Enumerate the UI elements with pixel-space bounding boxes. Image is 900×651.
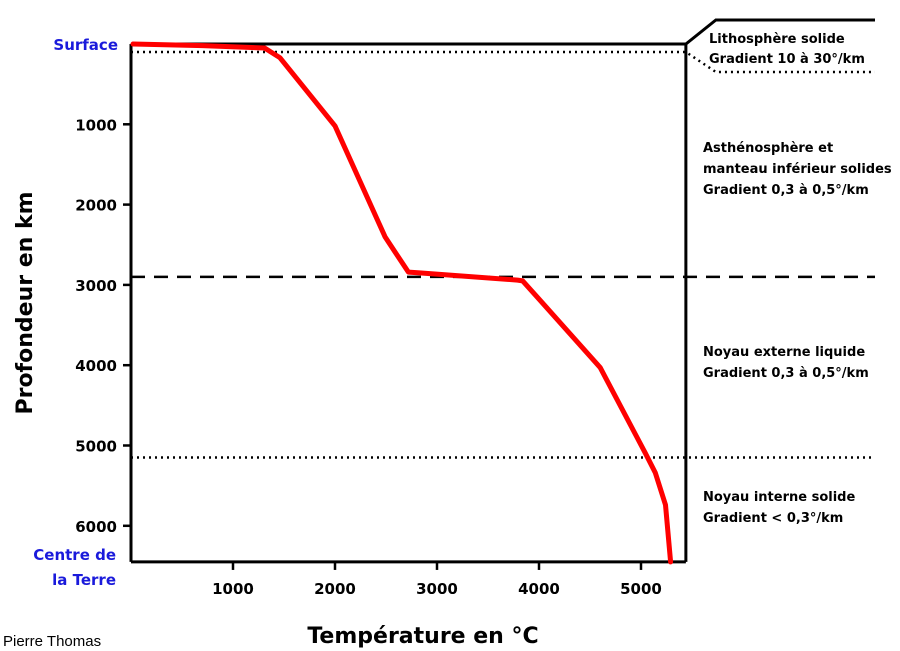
- svg-text:Noyau externe liquide: Noyau externe liquide: [703, 345, 865, 360]
- geotherm-line: [130, 41, 674, 565]
- top-border: [131, 18, 875, 46]
- credit: Pierre Thomas: [3, 633, 101, 650]
- annotation-lithosphere: Lithosphère solide Gradient 10 à 30°/km: [709, 32, 865, 67]
- svg-text:Gradient < 0,3°/km: Gradient < 0,3°/km: [703, 511, 843, 526]
- y-tick-label-5000: 5000: [75, 438, 117, 456]
- chart-frame: [129, 18, 875, 564]
- annotation-outer-core: Noyau externe liquide Gradient 0,3 à 0,5…: [703, 345, 869, 381]
- x-axis-title: Température en °C: [307, 624, 538, 649]
- boundary-line-lithosphere: [131, 50, 875, 74]
- svg-text:Asthénosphère et: Asthénosphère et: [703, 141, 833, 156]
- x-tick-label-2000: 2000: [314, 580, 356, 598]
- svg-text:Gradient 10 à 30°/km: Gradient 10 à 30°/km: [709, 52, 865, 67]
- y-tick-label-4000: 4000: [75, 357, 117, 375]
- y-axis-title: Profondeur en km: [13, 191, 38, 414]
- annotation-inner-core: Noyau interne solide Gradient < 0,3°/km: [703, 490, 855, 526]
- annotation-mantle: Asthénosphère et manteau inférieur solid…: [703, 141, 892, 198]
- svg-text:Gradient 0,3 à 0,5°/km: Gradient 0,3 à 0,5°/km: [703, 183, 869, 198]
- y-bottom-label-2: la Terre: [52, 571, 116, 589]
- y-bottom-label-1: Centre de: [33, 546, 116, 564]
- ticks: 1000 2000 3000 4000 5000 1000 2000 3000 4000 5000…: [75, 116, 662, 598]
- svg-text:Lithosphère solide: Lithosphère solide: [709, 32, 845, 47]
- y-tick-label-2000: 2000: [75, 197, 117, 215]
- x-tick-label-1000: 1000: [212, 580, 254, 598]
- y-tick-label-6000: 6000: [75, 518, 117, 536]
- x-tick-label-4000: 4000: [518, 580, 560, 598]
- y-tick-label-3000: 3000: [75, 277, 117, 295]
- y-top-label: Surface: [53, 36, 118, 54]
- x-tick-label-5000: 5000: [620, 580, 662, 598]
- svg-text:Noyau interne solide: Noyau interne solide: [703, 490, 855, 505]
- svg-text:Gradient 0,3 à 0,5°/km: Gradient 0,3 à 0,5°/km: [703, 366, 869, 381]
- x-tick-label-3000: 3000: [416, 580, 458, 598]
- series: [130, 41, 875, 565]
- svg-text:manteau inférieur solides: manteau inférieur solides: [703, 162, 892, 177]
- y-tick-label-1000: 1000: [75, 116, 117, 134]
